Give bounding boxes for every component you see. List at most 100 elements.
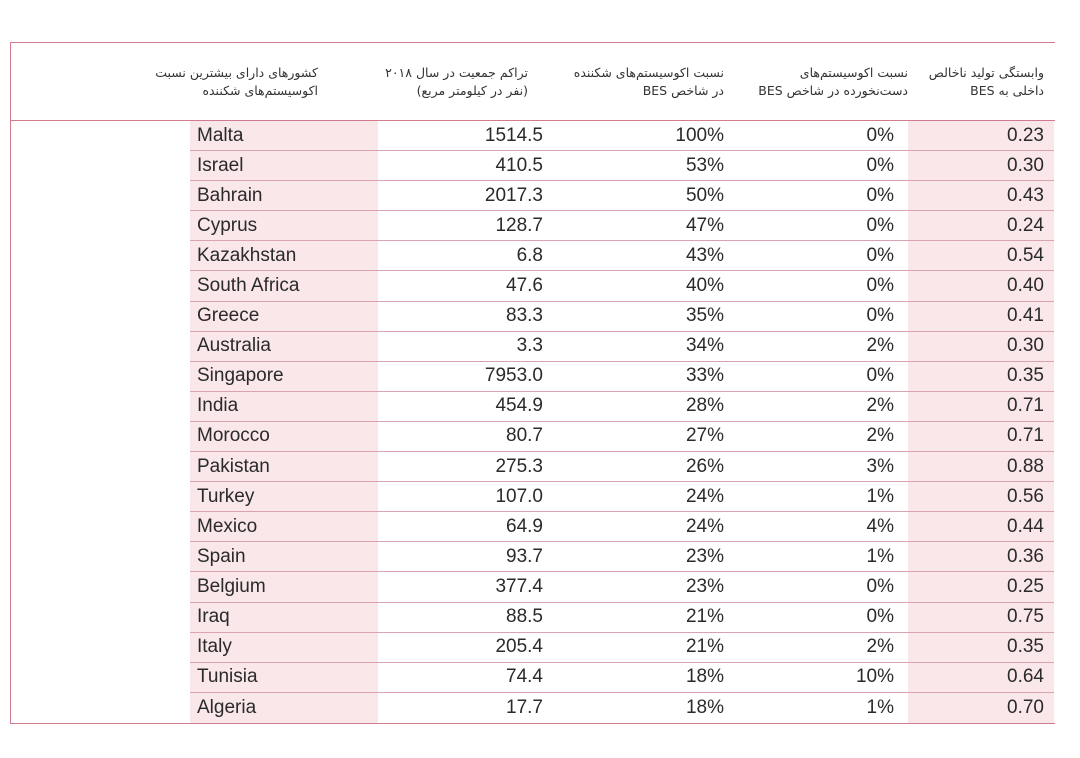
fragile-ratio-cell: 50%	[685, 184, 724, 206]
country-cell: Pakistan	[197, 455, 270, 477]
fragile-ratio-cell: 23%	[685, 575, 724, 597]
intact-ratio-cell: 0%	[866, 305, 894, 327]
table-row: Bahrain 2017.3 50% 0% 0.43	[190, 181, 1054, 212]
country-cell: Israel	[197, 154, 244, 176]
intact-ratio-cell: 4%	[866, 515, 894, 537]
table-frame	[10, 42, 1055, 724]
gdp-dependence-cell: 0.70	[1007, 696, 1044, 718]
table-row: Pakistan 275.3 26% 3% 0.88	[190, 452, 1054, 483]
country-cell: Greece	[197, 305, 260, 327]
fragile-ratio-cell: 33%	[685, 365, 724, 387]
intact-ratio-cell: 2%	[866, 425, 894, 447]
fragile-ratio-cell: 18%	[685, 696, 724, 718]
country-cell: Belgium	[197, 575, 266, 597]
fragile-ratio-cell: 35%	[685, 305, 724, 327]
population-cell: 3.3	[516, 335, 543, 357]
population-cell: 454.9	[495, 395, 543, 417]
country-cell: Bahrain	[197, 184, 263, 206]
fragile-ratio-cell: 24%	[685, 485, 724, 507]
table-row: Belgium 377.4 23% 0% 0.25	[190, 572, 1054, 603]
country-cell: Malta	[197, 124, 244, 146]
population-cell: 275.3	[495, 455, 543, 477]
table-row: Israel 410.5 53% 0% 0.30	[190, 151, 1054, 182]
table-row: Tunisia 74.4 18% 10% 0.64	[190, 663, 1054, 693]
fragile-ratio-cell: 21%	[685, 606, 724, 628]
gdp-dependence-cell: 0.40	[1007, 275, 1044, 297]
intact-ratio-cell: 2%	[866, 636, 894, 658]
population-cell: 47.6	[506, 275, 543, 297]
intact-ratio-cell: 1%	[866, 545, 894, 567]
intact-ratio-cell: 10%	[855, 666, 894, 688]
gdp-dependence-cell: 0.44	[1007, 515, 1044, 537]
table-row: South Africa 47.6 40% 0% 0.40	[190, 271, 1054, 302]
country-cell: Mexico	[197, 515, 258, 537]
population-cell: 80.7	[506, 425, 543, 447]
country-cell: Iraq	[197, 606, 230, 628]
population-cell: 7953.0	[484, 365, 543, 387]
fragile-ratio-cell: 43%	[685, 244, 724, 266]
gdp-dependence-cell: 0.36	[1007, 545, 1044, 567]
table-row: Mexico 64.9 24% 4% 0.44	[190, 512, 1054, 543]
population-cell: 88.5	[506, 606, 543, 628]
intact-ratio-cell: 1%	[866, 485, 894, 507]
population-cell: 83.3	[506, 305, 543, 327]
fragile-ratio-cell: 34%	[685, 335, 724, 357]
gdp-dependence-cell: 0.25	[1007, 575, 1044, 597]
table-row: Malta 1514.5 100% 0% 0.23	[190, 121, 1054, 152]
fragile-ratio-cell: 23%	[685, 545, 724, 567]
intact-ratio-cell: 1%	[866, 696, 894, 718]
gdp-dependence-cell: 0.88	[1007, 455, 1044, 477]
fragile-ratio-cell: 40%	[685, 275, 724, 297]
intact-ratio-cell: 0%	[866, 244, 894, 266]
table-row: Morocco 80.7 27% 2% 0.71	[190, 422, 1054, 453]
country-cell: South Africa	[197, 275, 300, 297]
intact-ratio-cell: 3%	[866, 455, 894, 477]
table-row: Greece 83.3 35% 0% 0.41	[190, 302, 1054, 332]
population-cell: 410.5	[495, 154, 543, 176]
fragile-ratio-cell: 27%	[685, 425, 724, 447]
gdp-dependence-cell: 0.75	[1007, 606, 1044, 628]
table-row: Spain 93.7 23% 1% 0.36	[190, 542, 1054, 573]
country-cell: Cyprus	[197, 214, 258, 236]
gdp-dependence-cell: 0.64	[1007, 666, 1044, 688]
country-cell: Morocco	[197, 425, 270, 447]
intact-ratio-cell: 0%	[866, 575, 894, 597]
population-cell: 377.4	[495, 575, 543, 597]
fragile-ratio-cell: 18%	[685, 666, 724, 688]
header-fragile: نسبت اکوسیستم‌های شکننده در شاخص BES	[573, 65, 724, 98]
gdp-dependence-cell: 0.30	[1007, 335, 1044, 357]
country-cell: Spain	[197, 545, 246, 567]
fragile-ratio-cell: 47%	[685, 214, 724, 236]
intact-ratio-cell: 0%	[866, 184, 894, 206]
gdp-dependence-cell: 0.24	[1007, 214, 1044, 236]
gdp-dependence-cell: 0.35	[1007, 636, 1044, 658]
country-cell: Tunisia	[197, 666, 258, 688]
fragile-ratio-cell: 53%	[685, 154, 724, 176]
country-cell: Kazakhstan	[197, 244, 297, 266]
table-row: Singapore 7953.0 33% 0% 0.35	[190, 362, 1054, 392]
intact-ratio-cell: 2%	[866, 335, 894, 357]
table-row: Kazakhstan 6.8 43% 0% 0.54	[190, 241, 1054, 272]
table-row: Australia 3.3 34% 2% 0.30	[190, 332, 1054, 362]
fragile-ratio-cell: 21%	[685, 636, 724, 658]
table-row: Cyprus 128.7 47% 0% 0.24	[190, 211, 1054, 242]
gdp-dependence-cell: 0.23	[1007, 124, 1044, 146]
population-cell: 6.8	[516, 244, 543, 266]
country-cell: India	[197, 395, 239, 417]
population-cell: 107.0	[495, 485, 543, 507]
intact-ratio-cell: 0%	[866, 124, 894, 146]
country-cell: Algeria	[197, 696, 257, 718]
intact-ratio-cell: 2%	[866, 395, 894, 417]
fragile-ratio-cell: 28%	[685, 395, 724, 417]
country-cell: Singapore	[197, 365, 284, 387]
country-cell: Turkey	[197, 485, 255, 507]
intact-ratio-cell: 0%	[866, 154, 894, 176]
header-gdp: وابستگی تولید ناخالص داخلی به BES	[928, 65, 1044, 98]
table-row: Turkey 107.0 24% 1% 0.56	[190, 482, 1054, 513]
gdp-dependence-cell: 0.30	[1007, 154, 1044, 176]
header-divider	[10, 120, 1055, 121]
fragile-ratio-cell: 100%	[675, 124, 724, 146]
population-cell: 93.7	[506, 545, 543, 567]
population-cell: 205.4	[495, 636, 543, 658]
gdp-dependence-cell: 0.71	[1007, 395, 1044, 417]
